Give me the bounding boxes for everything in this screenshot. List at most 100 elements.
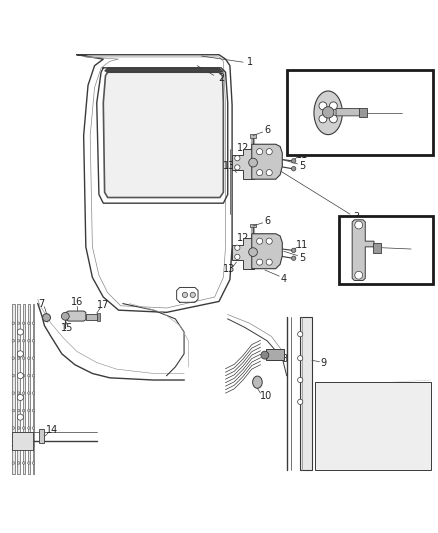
Circle shape (61, 312, 69, 320)
Polygon shape (232, 238, 254, 269)
Ellipse shape (253, 376, 262, 389)
Circle shape (12, 444, 14, 447)
Bar (28, 304, 30, 474)
Circle shape (17, 444, 20, 447)
Circle shape (17, 373, 23, 379)
Circle shape (182, 292, 187, 297)
Circle shape (22, 374, 25, 377)
Circle shape (32, 392, 35, 394)
Circle shape (297, 399, 303, 405)
Text: 16: 16 (71, 297, 83, 308)
Circle shape (22, 340, 25, 342)
Circle shape (17, 427, 20, 430)
Circle shape (32, 322, 35, 325)
Circle shape (32, 462, 35, 464)
Polygon shape (252, 144, 283, 179)
Circle shape (266, 238, 272, 244)
Circle shape (244, 156, 251, 163)
Circle shape (17, 340, 20, 342)
Circle shape (250, 238, 256, 244)
Text: 13: 13 (223, 264, 236, 274)
Circle shape (12, 409, 14, 412)
Circle shape (297, 356, 303, 361)
Circle shape (17, 357, 20, 359)
Bar (287, 70, 433, 155)
Polygon shape (336, 108, 361, 116)
Polygon shape (352, 220, 374, 280)
Text: 15: 15 (61, 322, 73, 333)
Circle shape (28, 357, 30, 359)
Circle shape (12, 392, 14, 394)
Text: 14: 14 (46, 425, 58, 435)
Circle shape (257, 238, 263, 244)
Text: 10: 10 (260, 391, 272, 401)
Text: 9: 9 (321, 358, 327, 368)
Circle shape (235, 245, 240, 251)
Circle shape (235, 254, 240, 260)
Circle shape (28, 409, 30, 412)
Circle shape (257, 169, 263, 176)
Circle shape (28, 392, 30, 394)
Circle shape (17, 392, 20, 394)
Circle shape (329, 102, 337, 110)
Bar (373, 243, 381, 253)
Circle shape (12, 427, 14, 430)
Ellipse shape (314, 91, 343, 135)
Text: 13: 13 (223, 160, 236, 171)
Circle shape (235, 165, 240, 170)
Polygon shape (66, 311, 86, 321)
Text: 11: 11 (296, 150, 308, 160)
Circle shape (355, 221, 363, 229)
Text: 12: 12 (237, 233, 250, 243)
Text: 8: 8 (282, 354, 288, 364)
Circle shape (322, 107, 334, 118)
Text: 6: 6 (265, 216, 271, 226)
Circle shape (17, 394, 23, 400)
Bar (266, 350, 285, 360)
Circle shape (28, 462, 30, 464)
Circle shape (291, 256, 296, 261)
Polygon shape (103, 72, 223, 198)
Bar (251, 224, 256, 227)
Bar (32, 304, 34, 474)
Circle shape (32, 340, 35, 342)
Circle shape (12, 340, 14, 342)
Circle shape (22, 409, 25, 412)
Circle shape (22, 357, 25, 359)
Circle shape (266, 259, 272, 265)
Circle shape (355, 271, 363, 279)
Circle shape (12, 357, 14, 359)
Circle shape (17, 409, 20, 412)
Circle shape (28, 444, 30, 447)
Circle shape (257, 259, 263, 265)
Circle shape (261, 351, 269, 359)
Circle shape (329, 115, 337, 123)
Circle shape (291, 248, 296, 253)
Text: 4: 4 (281, 274, 287, 284)
Text: 7: 7 (38, 298, 44, 309)
Circle shape (17, 374, 20, 377)
Circle shape (22, 444, 25, 447)
Polygon shape (252, 234, 283, 269)
Circle shape (17, 414, 23, 420)
Circle shape (28, 340, 30, 342)
Text: 18: 18 (411, 244, 423, 254)
Circle shape (297, 377, 303, 383)
Circle shape (28, 322, 30, 325)
Circle shape (12, 322, 14, 325)
Polygon shape (232, 149, 254, 179)
Bar (86, 313, 97, 320)
Bar (359, 108, 367, 117)
Text: 18: 18 (403, 108, 415, 118)
Bar (12, 304, 15, 474)
Circle shape (257, 149, 263, 155)
Bar (97, 313, 100, 321)
Bar (315, 382, 431, 470)
Text: 3: 3 (353, 212, 360, 222)
Bar (22, 304, 25, 474)
Circle shape (28, 427, 30, 430)
Text: 5: 5 (299, 253, 305, 263)
Text: 11: 11 (296, 240, 308, 249)
Circle shape (291, 166, 296, 171)
Circle shape (291, 159, 296, 163)
